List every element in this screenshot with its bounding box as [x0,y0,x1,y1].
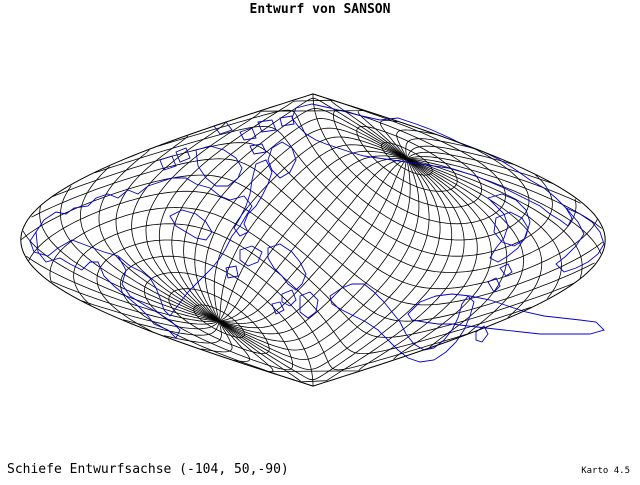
parallel-line [31,158,598,290]
meridian-line [218,158,453,381]
coastline-india [299,291,319,319]
parallel-line [96,239,468,371]
meridian-line [218,158,420,351]
coastline-hudson [169,209,213,241]
parallel-line [20,174,603,306]
meridian-line [131,120,408,322]
coastline-europe-west [233,159,273,237]
parallel-line [168,288,270,354]
parallel-line [120,255,314,387]
coastline-australia [493,211,529,247]
parallel-line [94,125,553,257]
coastline-greenland [195,145,243,187]
meridian-line [219,158,408,324]
parallel-line [28,190,595,322]
parallel-line [49,207,575,338]
coastline-middle-east [267,243,307,291]
meridian-line [218,158,492,362]
meridian-line [79,145,514,322]
software-version: Karto 4.5 [581,466,630,476]
parallel-line [193,304,245,338]
coastline-east-edge [555,207,605,273]
meridian-line [218,158,408,329]
coastline-southeast-asia [271,289,297,315]
map-outline [20,93,606,387]
meridian-line [218,150,408,322]
parallel-line [73,223,532,355]
coastline-scandinavia [267,141,297,179]
parallel-line [312,93,506,225]
meridian-line [145,110,408,322]
parallel-line [51,142,577,273]
coastline-antarctica [407,293,605,335]
coastlines [29,103,605,363]
graticule [20,93,603,387]
coastline-eurasia-north [291,103,573,227]
parallel-line [356,126,458,192]
parallel-line [144,272,293,371]
parallel-line [158,109,530,241]
coastline-madagascar [475,325,489,343]
parallel-line [381,142,433,176]
coastline-indonesia [487,263,513,293]
meridian-line [122,158,543,336]
map-title: Entwurf von SANSON [249,2,391,17]
meridian-line [98,138,474,322]
coastline-mediterranean [225,245,263,279]
meridian-line [201,158,508,353]
coastline-arctic-islands [159,115,295,171]
coastline-south-america [487,193,531,263]
projection-caption: Schiefe Entwurfsachse (-104, 50,-90) [7,462,289,477]
coastline-north-america [29,230,181,339]
